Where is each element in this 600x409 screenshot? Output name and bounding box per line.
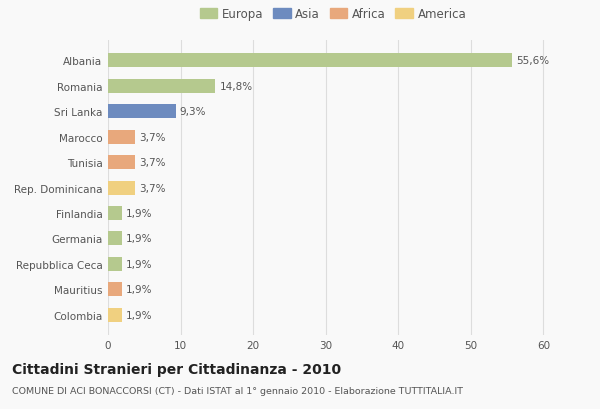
Text: 9,3%: 9,3% bbox=[180, 107, 206, 117]
Bar bbox=[108, 283, 122, 297]
Text: 3,7%: 3,7% bbox=[139, 133, 166, 142]
Text: 1,9%: 1,9% bbox=[126, 209, 152, 218]
Bar bbox=[108, 207, 122, 220]
Bar bbox=[108, 308, 122, 322]
Text: COMUNE DI ACI BONACCORSI (CT) - Dati ISTAT al 1° gennaio 2010 - Elaborazione TUT: COMUNE DI ACI BONACCORSI (CT) - Dati IST… bbox=[12, 387, 463, 396]
Text: 1,9%: 1,9% bbox=[126, 285, 152, 294]
Text: 1,9%: 1,9% bbox=[126, 310, 152, 320]
Bar bbox=[108, 257, 122, 271]
Bar bbox=[108, 105, 176, 119]
Text: 14,8%: 14,8% bbox=[220, 82, 253, 92]
Bar bbox=[108, 232, 122, 246]
Text: 3,7%: 3,7% bbox=[139, 183, 166, 193]
Bar bbox=[108, 130, 135, 144]
Bar bbox=[108, 156, 135, 170]
Text: 1,9%: 1,9% bbox=[126, 234, 152, 244]
Text: 55,6%: 55,6% bbox=[516, 56, 549, 66]
Bar bbox=[108, 181, 135, 195]
Bar bbox=[108, 54, 512, 68]
Text: Cittadini Stranieri per Cittadinanza - 2010: Cittadini Stranieri per Cittadinanza - 2… bbox=[12, 362, 341, 376]
Legend: Europa, Asia, Africa, America: Europa, Asia, Africa, America bbox=[197, 6, 469, 23]
Bar bbox=[108, 80, 215, 94]
Text: 1,9%: 1,9% bbox=[126, 259, 152, 269]
Text: 3,7%: 3,7% bbox=[139, 158, 166, 168]
